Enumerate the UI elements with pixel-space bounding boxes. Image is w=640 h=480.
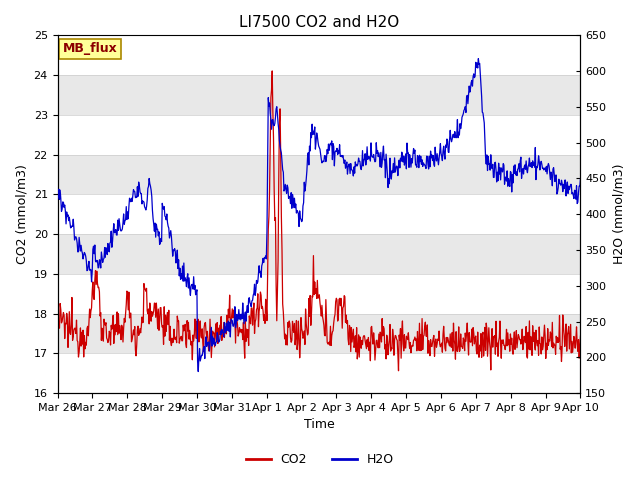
Y-axis label: H2O (mmol/m3): H2O (mmol/m3) — [612, 164, 625, 264]
X-axis label: Time: Time — [303, 419, 334, 432]
Text: MB_flux: MB_flux — [63, 43, 118, 56]
Bar — [58, 313, 580, 353]
Bar — [58, 155, 580, 194]
Y-axis label: CO2 (mmol/m3): CO2 (mmol/m3) — [15, 164, 28, 264]
Bar — [58, 234, 580, 274]
Bar — [58, 75, 580, 115]
Title: LI7500 CO2 and H2O: LI7500 CO2 and H2O — [239, 15, 399, 30]
Legend: CO2, H2O: CO2, H2O — [241, 448, 399, 471]
